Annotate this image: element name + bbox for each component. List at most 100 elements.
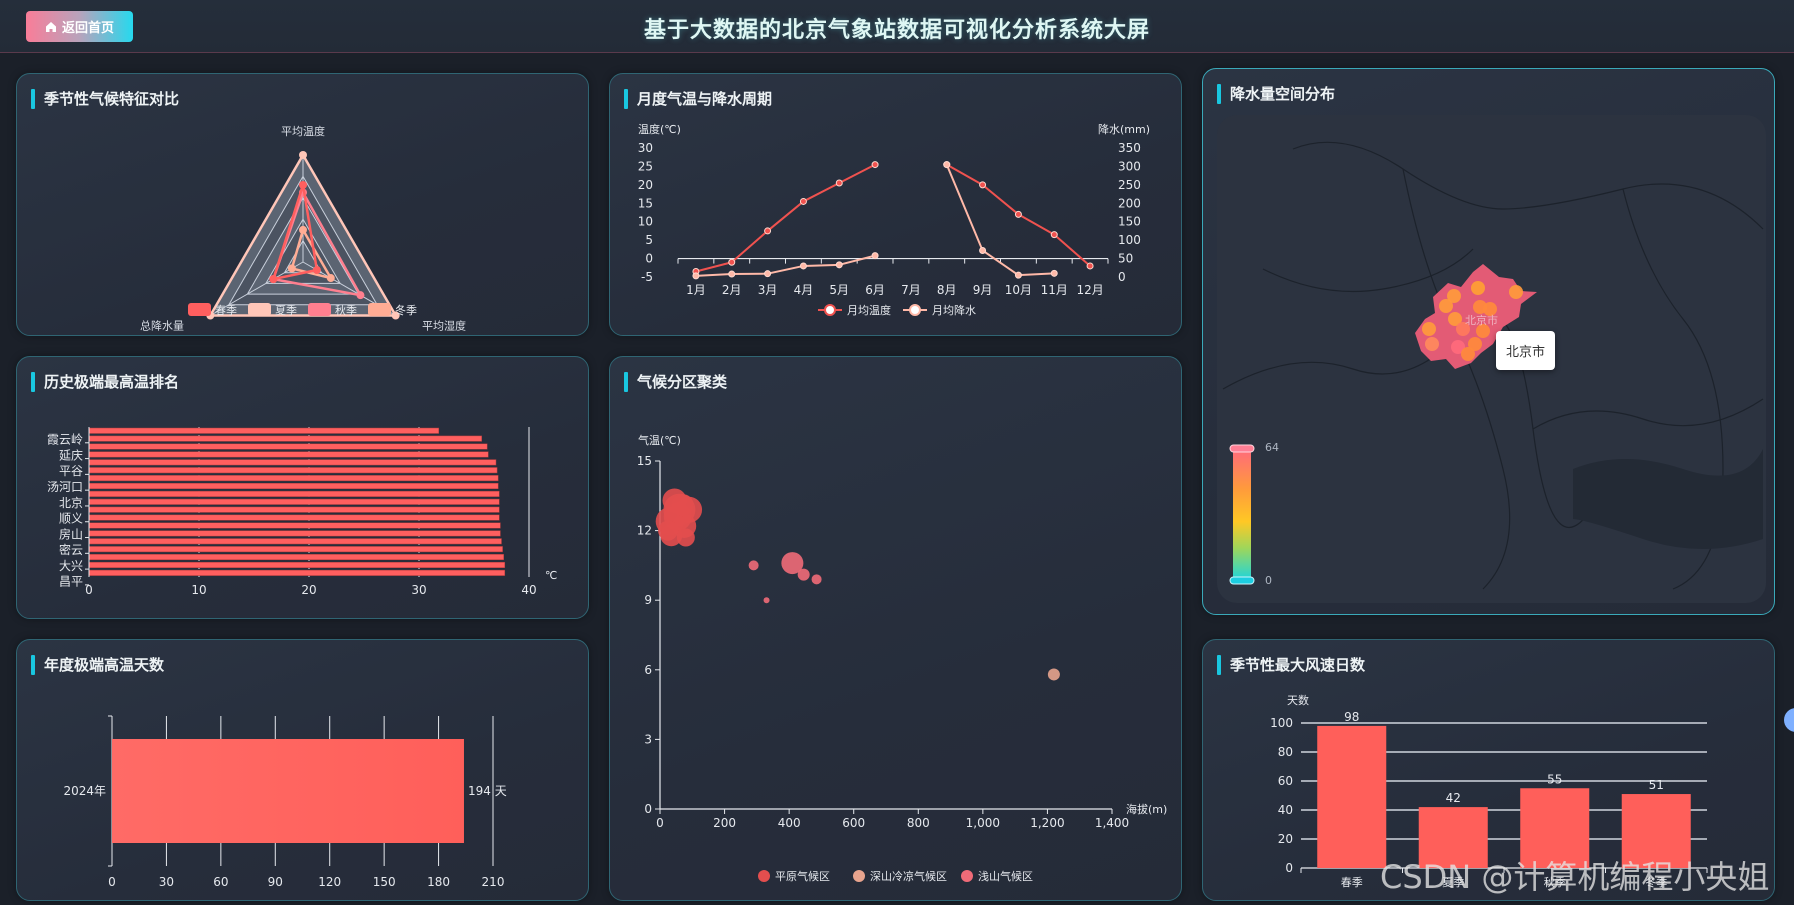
- svg-text:秋季: 秋季: [335, 303, 357, 317]
- scatter-point[interactable]: [797, 568, 810, 581]
- rank-category-label: 大兴: [59, 559, 83, 573]
- wind-days-bar-chart[interactable]: 天数 0 20 40 60 80 100 98 春季 42 夏季 55 秋季 51 冬季: [1203, 640, 1776, 902]
- svg-text:60: 60: [213, 875, 228, 889]
- station-dot[interactable]: [1425, 337, 1439, 351]
- svg-text:4月: 4月: [794, 283, 814, 297]
- panel-title: 气候分区聚类: [624, 371, 727, 393]
- svg-text:30: 30: [411, 583, 426, 597]
- rank-bar[interactable]: [88, 443, 488, 450]
- station-dot[interactable]: [1422, 322, 1436, 336]
- wind-bar[interactable]: [1418, 807, 1488, 868]
- svg-text:194 天: 194 天: [468, 784, 507, 798]
- rank-bar[interactable]: [88, 569, 506, 576]
- svg-text:42: 42: [1446, 791, 1461, 805]
- rank-bar[interactable]: [88, 506, 500, 513]
- svg-text:3月: 3月: [758, 283, 778, 297]
- rank-bar[interactable]: [88, 530, 501, 537]
- station-dot[interactable]: [1471, 281, 1485, 295]
- svg-text:800: 800: [907, 816, 930, 830]
- top-bar: 返回首页 基于大数据的北京气象站数据可视化分析系统大屏: [0, 0, 1794, 53]
- precipitation-map[interactable]: 北京市 64 0: [1203, 69, 1776, 616]
- wind-bar[interactable]: [1317, 725, 1387, 868]
- visual-map-top-handle[interactable]: [1229, 444, 1255, 453]
- legend-item[interactable]: 夏季: [248, 303, 297, 317]
- hot-days-bar[interactable]: [112, 739, 464, 843]
- station-dot[interactable]: [1439, 299, 1453, 313]
- station-dot[interactable]: [1509, 285, 1523, 299]
- rank-bar[interactable]: [88, 467, 498, 474]
- legend-item[interactable]: 月均温度: [818, 303, 891, 317]
- rank-bar[interactable]: [88, 475, 499, 482]
- svg-text:350: 350: [1118, 141, 1141, 155]
- panel-hot-days: 年度极端高温天数 0 30 60 90 120 150 180 210 2024年 194 天: [16, 639, 589, 901]
- svg-text:8月: 8月: [937, 283, 957, 297]
- monthly-line-chart[interactable]: 温度(℃) 降水(mm)302520151050-5350300250200150…: [610, 74, 1183, 337]
- station-dot[interactable]: [1461, 347, 1475, 361]
- legend-item[interactable]: 平原气候区: [758, 869, 830, 883]
- rank-bar[interactable]: [88, 538, 502, 545]
- rank-bar[interactable]: [88, 483, 499, 490]
- scatter-point[interactable]: [763, 597, 770, 604]
- legend-item[interactable]: 浅山气候区: [961, 869, 1033, 883]
- svg-text:150: 150: [1118, 215, 1141, 229]
- scatter-point[interactable]: [671, 494, 694, 517]
- radar-indicator-label: 总降水量: [140, 319, 184, 333]
- scatter-point[interactable]: [748, 560, 759, 571]
- home-button[interactable]: 返回首页: [26, 11, 133, 42]
- rank-category-label: 房山: [59, 526, 83, 541]
- legend-item[interactable]: 秋季: [308, 303, 357, 317]
- svg-text:0: 0: [108, 875, 116, 889]
- rank-bar[interactable]: [88, 435, 482, 442]
- svg-text:-5: -5: [641, 270, 653, 284]
- rank-bar[interactable]: [88, 522, 501, 529]
- legend-item[interactable]: 月均降水: [903, 303, 976, 317]
- rank-bar[interactable]: [88, 459, 497, 466]
- rank-category-label: 北京: [59, 496, 83, 510]
- svg-text:春季: 春季: [1341, 876, 1363, 889]
- beijing-region[interactable]: [1415, 264, 1537, 369]
- station-dot[interactable]: [1451, 340, 1465, 354]
- legend-item[interactable]: 深山冷凉气候区: [853, 869, 947, 883]
- station-dot[interactable]: [1468, 337, 1482, 351]
- panel-monthly: 月度气温与降水周期 温度(℃) 降水(mm) 30 25 20 15 10 5 0 -5 350 30…: [609, 73, 1182, 336]
- svg-text:6: 6: [644, 663, 652, 677]
- scatter-point[interactable]: [676, 528, 695, 547]
- rank-bar[interactable]: [88, 490, 500, 497]
- svg-text:40: 40: [521, 583, 536, 597]
- scatter-point[interactable]: [1047, 668, 1060, 681]
- rank-bar[interactable]: [88, 427, 440, 434]
- station-dot[interactable]: [1448, 312, 1462, 326]
- svg-text:210: 210: [482, 875, 505, 889]
- side-scroll-handle[interactable]: [1784, 708, 1794, 732]
- radar-indicator-label: 平均温度: [281, 124, 325, 138]
- scatter-point[interactable]: [658, 520, 679, 541]
- home-icon: [45, 21, 56, 32]
- rank-bar[interactable]: [88, 554, 504, 561]
- svg-text:100: 100: [1118, 233, 1141, 247]
- wind-bar[interactable]: [1520, 788, 1590, 868]
- visual-map-bar[interactable]: [1233, 449, 1251, 581]
- rank-bar[interactable]: [88, 451, 489, 458]
- hot-days-bar-chart[interactable]: 0 30 60 90 120 150 180 210 2024年 194 天: [17, 640, 590, 902]
- station-dot[interactable]: [1447, 289, 1461, 303]
- svg-text:30: 30: [638, 141, 653, 155]
- svg-text:平原气候区: 平原气候区: [775, 869, 830, 883]
- legend-item[interactable]: 冬季: [368, 303, 417, 317]
- rank-bar[interactable]: [88, 514, 500, 521]
- station-dot[interactable]: [1483, 302, 1497, 316]
- legend-item[interactable]: 春季: [188, 303, 237, 317]
- svg-text:7月: 7月: [901, 283, 921, 297]
- station-dot[interactable]: [1476, 324, 1490, 338]
- rank-bar[interactable]: [88, 546, 503, 553]
- visual-map-bottom-handle[interactable]: [1229, 576, 1255, 585]
- rank-bar[interactable]: [88, 561, 506, 568]
- cluster-scatter-chart[interactable]: 气温(℃) 0 3 6 9 12 15 0 200 400 600 800 1,000 1,200 1,40…: [610, 357, 1183, 902]
- scatter-point[interactable]: [811, 574, 822, 585]
- wind-bar[interactable]: [1621, 794, 1691, 868]
- station-dot[interactable]: [1456, 322, 1470, 336]
- scatter-point[interactable]: [781, 552, 804, 575]
- rank-bar[interactable]: [88, 498, 500, 505]
- svg-text:6月: 6月: [865, 283, 885, 297]
